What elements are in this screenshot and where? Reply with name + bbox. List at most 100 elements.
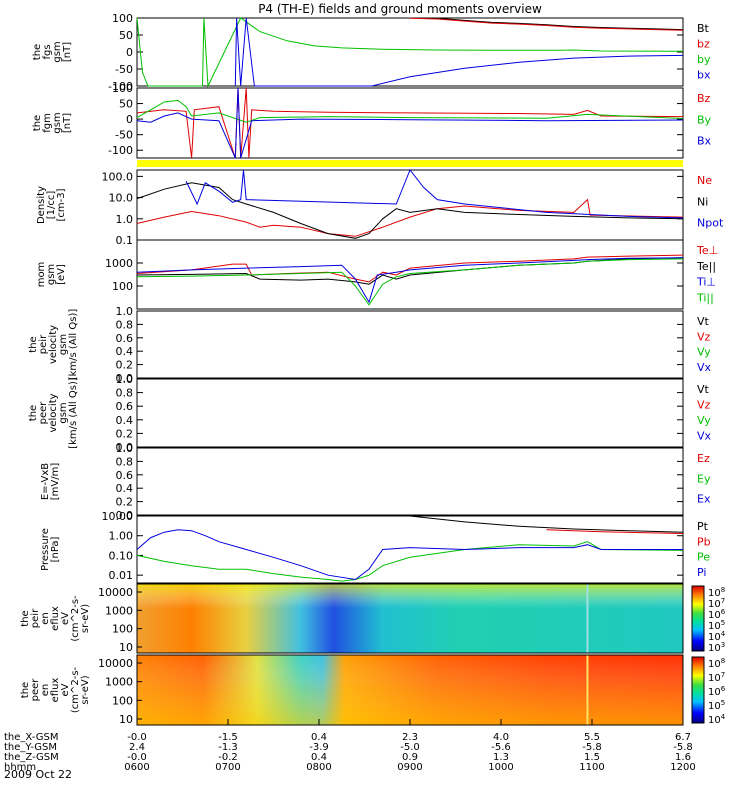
- peer_velocity-ylabel: thepeervelocitygsm[km/s (All Qs)]: [28, 377, 79, 449]
- x-axis-block: -0.02.4-0.00600-1.5-1.3-0.207000.4-3.90.…: [4, 719, 696, 773]
- xaxis-row-label: the_Y-GSM: [4, 742, 57, 753]
- xaxis-tick-value: -5.8: [582, 742, 602, 753]
- density-ytick: 10.0: [109, 192, 134, 205]
- peir_spectrogram-colorbar-tick: 105: [708, 619, 725, 632]
- xaxis-tick-value: 0700: [215, 762, 240, 773]
- peer_spectrogram-colorbar: [691, 656, 705, 724]
- efield-ytick: 1.0: [116, 442, 134, 455]
- xaxis-row-label: the_Z-GSM: [4, 752, 59, 763]
- pressure-series-pi: [136, 529, 683, 581]
- separator-band: [137, 160, 683, 167]
- fgs-legend-bz: bz: [697, 38, 710, 51]
- fgm-ytick: 100: [112, 82, 133, 95]
- xaxis-row-label: hhmm: [4, 762, 36, 773]
- density-legend-npot: Npot: [697, 217, 724, 230]
- efield-ylabel: E=-VxB[mV/m]: [40, 463, 61, 501]
- fgs-ytick: -100: [108, 80, 133, 93]
- peir_velocity-legend-vy: Vy: [697, 346, 711, 359]
- density-series-ni: [136, 182, 684, 239]
- density-ytick: 0.1: [116, 234, 134, 247]
- xaxis-tick-value: 1.3: [493, 752, 509, 763]
- panel-peir_spectrogram: thepeirenefluxeV(cm^2-s-sr-eV) 10000 1000 1…: [20, 583, 726, 654]
- fgs-series-by: [136, 17, 684, 88]
- density-ylabel: Density[1/cc][cm-3]: [36, 186, 67, 224]
- pressure-legend-pe: Pe: [697, 551, 710, 564]
- temperature-ytick: 100: [112, 280, 133, 293]
- peer_velocity-ytick: 0.0: [116, 441, 134, 454]
- density-ytick: 100.0: [102, 170, 134, 183]
- peer_velocity-legend-vt: Vt: [697, 383, 710, 396]
- temperature-series-ti: [136, 257, 684, 304]
- xaxis-tick-value: -3.9: [309, 742, 329, 753]
- date-label: 2009 Oct 22: [4, 768, 72, 781]
- temperature-series-te: [136, 257, 684, 285]
- fgs-legend-bx: bx: [697, 69, 711, 82]
- xaxis-row-label: the_X-GSM: [4, 732, 58, 743]
- panel-peir_velocity: thepeirvelocitygsm[km/s (All Qs)] 1.00.80…: [28, 305, 712, 385]
- peer_spectrogram-ytick: 1000: [105, 676, 133, 689]
- fgs-series-bx: [234, 17, 684, 87]
- peer_spectrogram-ytick: 100: [112, 694, 133, 707]
- pressure-ytick: 1.00: [109, 530, 134, 543]
- pressure-series-pt: [409, 515, 684, 533]
- peer_spectrogram-colorbar-tick: 108: [708, 657, 725, 670]
- xaxis-tick-value: 1.5: [584, 752, 600, 763]
- fgm-ytick: 0: [126, 113, 133, 126]
- panels-group: thefgsgsm[nT]100500-50-100Btbzbybxthefgm…: [20, 12, 726, 726]
- efield-ytick: 0.2: [116, 496, 134, 509]
- pressure-legend-pb: Pb: [697, 535, 711, 548]
- peir_velocity-legend-vz: Vz: [697, 330, 711, 343]
- fgs-legend-bt: Bt: [697, 22, 710, 35]
- peir_spectrogram-ytick: 10: [119, 641, 133, 654]
- xaxis-tick-value: -0.2: [218, 752, 238, 763]
- peer_spectrogram-colorbar-tick: 107: [708, 671, 725, 684]
- peir_spectrogram-overlay: [137, 584, 683, 653]
- xaxis-tick-value: 0600: [124, 762, 149, 773]
- temperature-legend-te: Te||: [696, 260, 716, 273]
- fgm-ylabel: thefgmgsm[nT]: [32, 112, 73, 133]
- fgs-ytick: 0: [126, 46, 133, 59]
- xaxis-tick-value: -0.0: [127, 752, 147, 763]
- fgm-ytick: -50: [115, 129, 133, 142]
- xaxis-tick-value: -1.3: [218, 742, 238, 753]
- peir_velocity-ytick: 0.6: [116, 332, 134, 345]
- xaxis-tick-value: 2.3: [402, 732, 418, 743]
- peer_velocity-ytick: 0.2: [116, 427, 134, 440]
- xaxis-tick-value: 1.6: [675, 752, 691, 763]
- fgs-ytick: -50: [115, 63, 133, 76]
- fgs-ylabel: thefgsgsm[nT]: [32, 41, 73, 62]
- xaxis-tick-value: 0.4: [311, 732, 327, 743]
- density-legend-ni: Ni: [697, 195, 708, 208]
- peir_spectrogram-colorbar-tick: 103: [708, 641, 725, 654]
- peir_spectrogram-colorbar: [691, 585, 705, 652]
- temperature-ylabel: momgsm[eV]: [36, 262, 67, 288]
- peir_velocity-legend-vt: Vt: [697, 315, 710, 328]
- xaxis-tick-value: -5.0: [400, 742, 420, 753]
- fgm-series-bz: [136, 87, 684, 159]
- xaxis-tick-value: 1100: [579, 762, 604, 773]
- pressure-ytick: 0.10: [109, 549, 134, 562]
- efield-legend-ey: Ey: [697, 472, 711, 485]
- xaxis-tick-value: 2.4: [129, 742, 145, 753]
- fgm-series-by: [136, 99, 684, 123]
- fgm-ytick: 50: [119, 98, 133, 111]
- peir_spectrogram-colorbar-tick: 106: [708, 608, 726, 621]
- peir_spectrogram-ytick: 10000: [98, 586, 133, 599]
- peir_velocity-ytick: 1.0: [116, 305, 134, 318]
- peir_spectrogram-colorbar-tick: 107: [708, 597, 725, 610]
- peir_spectrogram-colorbar-tick: 104: [708, 630, 726, 643]
- temperature-series-ti: [136, 258, 684, 306]
- xaxis-tick-value: 4.0: [493, 732, 509, 743]
- pressure-legend-pt: Pt: [697, 520, 709, 533]
- xaxis-tick-value: -1.5: [218, 732, 238, 743]
- peir_velocity-legend-vx: Vx: [697, 361, 712, 374]
- xaxis-tick-value: 0800: [306, 762, 331, 773]
- panel-fgm: thefgmgsm[nT] 100 50 0 -50 -100 Bz By Bx: [32, 82, 712, 159]
- peir_velocity-ytick: 0.2: [116, 359, 134, 372]
- figure-title: P4 (TH-E) fields and ground moments over…: [258, 2, 542, 16]
- panel-peer_spectrogram: thepeerenefluxeV(cm^2-s-sr-eV) 10000 1000 1…: [20, 654, 726, 726]
- fgm-ytick: -100: [108, 144, 133, 157]
- density-legend-ne: Ne: [697, 174, 712, 187]
- xaxis-tick-value: -0.0: [127, 732, 147, 743]
- efield-legend-ex: Ex: [697, 493, 711, 506]
